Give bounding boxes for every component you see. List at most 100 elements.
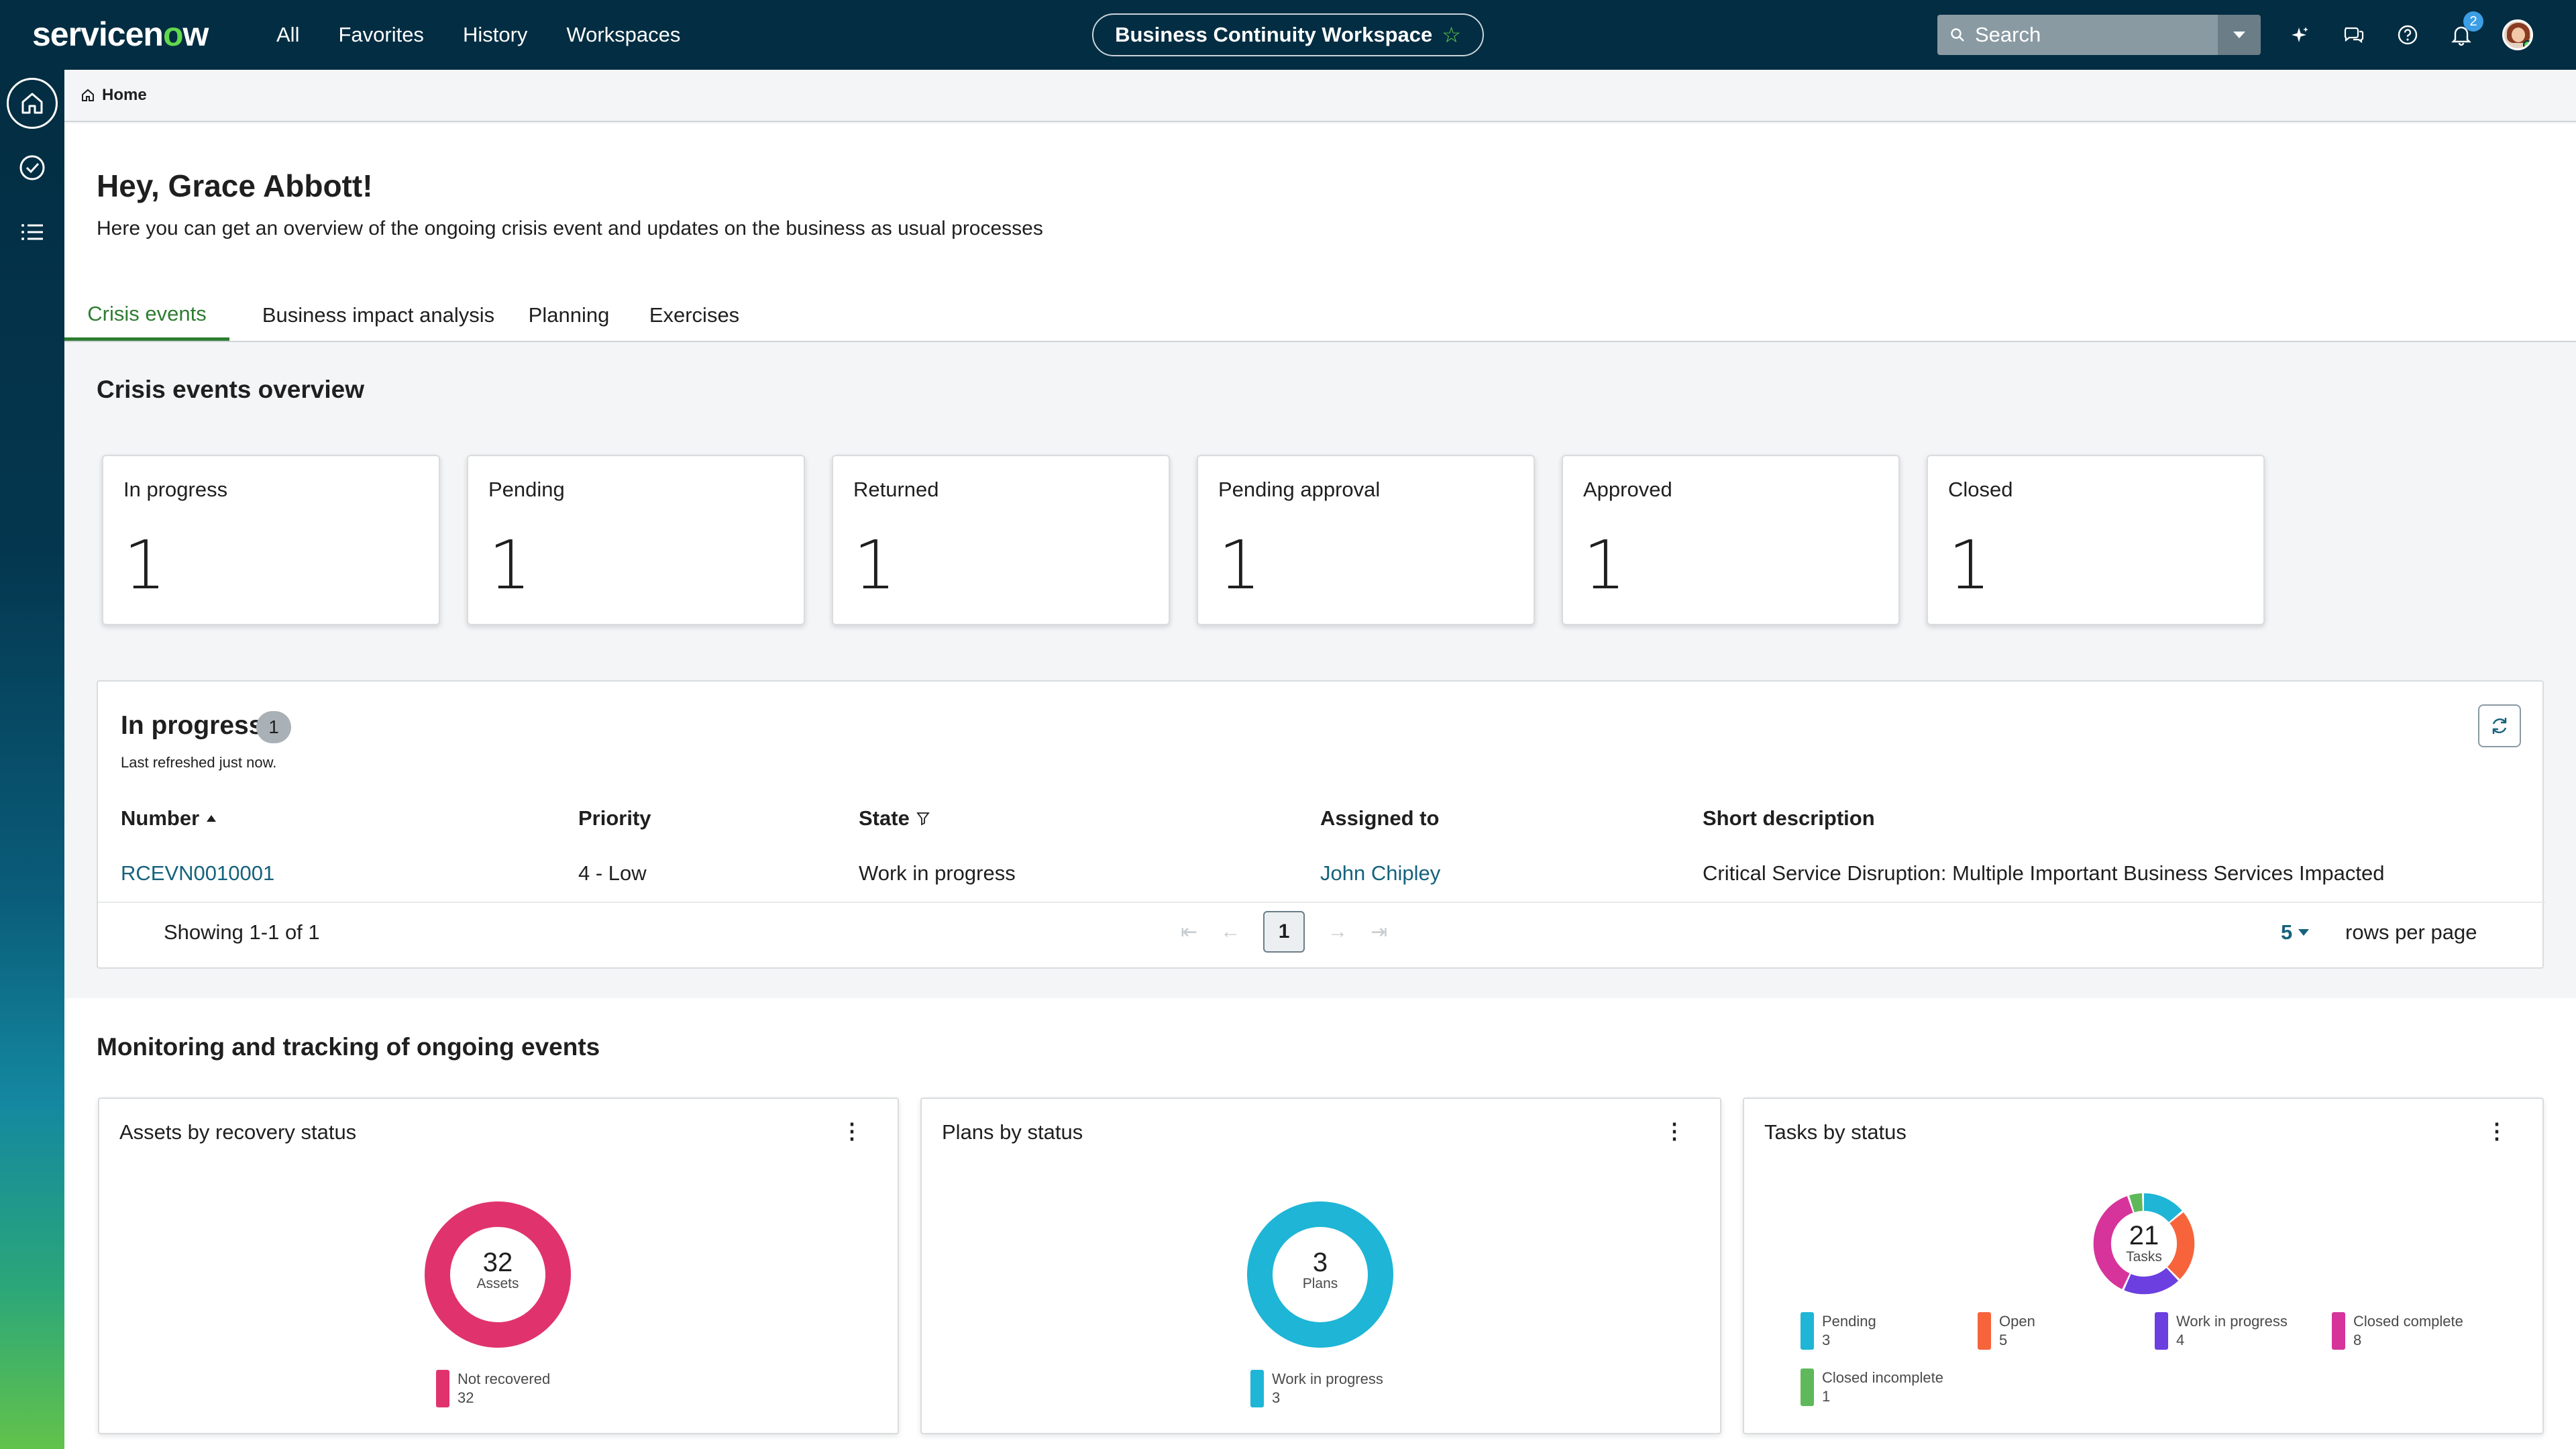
search-input[interactable]: Search bbox=[1937, 15, 2218, 55]
column-header-assigned-to[interactable]: Assigned to bbox=[1320, 806, 1440, 830]
cell-short-description: Critical Service Disruption: Multiple Im… bbox=[1703, 861, 2385, 885]
nav-favorites[interactable]: Favorites bbox=[338, 23, 424, 46]
stat-card-in-progress[interactable]: In progress 1 bbox=[102, 455, 440, 625]
cell-state: Work in progress bbox=[859, 861, 1016, 885]
home-icon bbox=[82, 89, 94, 101]
legend-item-open[interactable]: Open 5 bbox=[1978, 1312, 2035, 1350]
page-header: Hey, Grace Abbott! Here you can get an o… bbox=[64, 123, 2576, 342]
stat-card-returned[interactable]: Returned 1 bbox=[832, 455, 1170, 625]
rail-list-button[interactable] bbox=[7, 207, 58, 258]
donut-center-label: 21 Tasks bbox=[2126, 1221, 2162, 1265]
tab-business-impact-analysis[interactable]: Business impact analysis bbox=[262, 303, 495, 327]
legend-swatch bbox=[1978, 1312, 1991, 1350]
tab-bar: Crisis events Business impact analysis P… bbox=[64, 290, 2576, 342]
stat-card-value: 1 bbox=[1218, 526, 1261, 604]
left-rail bbox=[0, 70, 64, 1449]
legend-swatch bbox=[436, 1370, 449, 1407]
widget-title: Plans by status bbox=[942, 1120, 1083, 1144]
rows-per-page-select[interactable]: 5 bbox=[2281, 920, 2310, 945]
notification-badge: 2 bbox=[2463, 11, 2483, 32]
column-header-priority[interactable]: Priority bbox=[578, 806, 651, 830]
stat-card-value: 1 bbox=[488, 526, 531, 604]
breadcrumb: Home bbox=[64, 70, 2576, 122]
monitoring-section-title: Monitoring and tracking of ongoing event… bbox=[97, 1033, 600, 1061]
notifications-bell-icon[interactable]: 2 bbox=[2449, 11, 2483, 48]
rail-home-button[interactable] bbox=[7, 78, 58, 129]
nav-all[interactable]: All bbox=[276, 23, 300, 46]
more-options-icon[interactable]: ⋮ bbox=[841, 1119, 863, 1143]
legend-item-closed-complete[interactable]: Closed complete 8 bbox=[2332, 1312, 2463, 1350]
donut-segment-work-in-progress[interactable] bbox=[1247, 1201, 1393, 1348]
tab-crisis-events[interactable]: Crisis events bbox=[64, 290, 229, 341]
donut-center-label: 3 Plans bbox=[1302, 1248, 1338, 1291]
check-circle-icon bbox=[19, 155, 45, 180]
stat-card-label: Pending approval bbox=[1218, 478, 1381, 501]
stat-card-label: Returned bbox=[853, 478, 939, 501]
donut-chart[interactable]: 21 Tasks bbox=[2093, 1193, 2195, 1295]
legend-item[interactable]: Not recovered 32 bbox=[436, 1370, 550, 1407]
top-navigation-bar: servicenow All Favorites History Workspa… bbox=[0, 0, 2576, 70]
more-options-icon[interactable]: ⋮ bbox=[1664, 1119, 1685, 1143]
legend-item-pending[interactable]: Pending 3 bbox=[1801, 1312, 1876, 1350]
now-assist-sparkle-icon[interactable] bbox=[2288, 22, 2313, 48]
legend-item-work-in-progress[interactable]: Work in progress 4 bbox=[2155, 1312, 2288, 1350]
refresh-button[interactable] bbox=[2478, 704, 2521, 747]
servicenow-logo[interactable]: servicenow bbox=[32, 15, 209, 53]
sort-ascending-icon bbox=[207, 815, 217, 822]
widget-tasks-by-status: Tasks by status ⋮ 21 Tasks Pending 3 Open… bbox=[1743, 1097, 2544, 1434]
legend-swatch bbox=[2332, 1312, 2345, 1350]
donut-segment-open[interactable] bbox=[2093, 1193, 2195, 1295]
cell-number-link[interactable]: RCEVN0010001 bbox=[121, 861, 275, 885]
stat-card-pending[interactable]: Pending 1 bbox=[467, 455, 805, 625]
user-avatar[interactable] bbox=[2502, 19, 2533, 50]
workspace-pill[interactable]: Business Continuity Workspace ☆ bbox=[1092, 13, 1484, 56]
star-icon[interactable]: ☆ bbox=[1442, 23, 1461, 47]
top-icons: 2 bbox=[2288, 0, 2533, 70]
more-options-icon[interactable]: ⋮ bbox=[2486, 1119, 2508, 1143]
list-count-badge: 1 bbox=[256, 711, 291, 743]
donut-chart[interactable]: 3 Plans bbox=[1246, 1201, 1394, 1348]
tab-exercises[interactable]: Exercises bbox=[649, 303, 740, 327]
donut-segment-not-recovered[interactable] bbox=[425, 1201, 571, 1348]
last-page-icon[interactable]: ⇥ bbox=[1371, 920, 1388, 943]
stat-card-value: 1 bbox=[853, 526, 896, 604]
column-header-number[interactable]: Number bbox=[121, 806, 217, 830]
search-scope-dropdown[interactable] bbox=[2218, 15, 2261, 55]
stat-card-label: Approved bbox=[1583, 478, 1672, 501]
donut-chart[interactable]: 32 Assets bbox=[424, 1201, 572, 1348]
column-header-short-description[interactable]: Short description bbox=[1703, 806, 1875, 830]
pagination-controls: ⇤ ← 1 → ⇥ bbox=[1181, 911, 1387, 953]
stat-card-label: Closed bbox=[1948, 478, 2013, 501]
widget-assets-by-recovery-status: Assets by recovery status ⋮ 32 Assets No… bbox=[98, 1097, 899, 1434]
rail-tasks-button[interactable] bbox=[7, 142, 58, 193]
current-page-button[interactable]: 1 bbox=[1263, 911, 1305, 953]
previous-page-icon[interactable]: ← bbox=[1220, 920, 1241, 943]
cell-assigned-to-link[interactable]: John Chipley bbox=[1320, 861, 1441, 885]
breadcrumb-home[interactable]: Home bbox=[102, 86, 147, 104]
overview-section-title: Crisis events overview bbox=[97, 376, 364, 403]
help-icon[interactable] bbox=[2395, 22, 2420, 48]
stat-card-closed[interactable]: Closed 1 bbox=[1927, 455, 2265, 625]
legend-item-closed-incomplete[interactable]: Closed incomplete 1 bbox=[1801, 1368, 1943, 1406]
first-page-icon[interactable]: ⇤ bbox=[1181, 920, 1198, 943]
donut-segment-pending[interactable] bbox=[2093, 1193, 2195, 1295]
row-divider bbox=[98, 902, 2545, 903]
search-placeholder: Search bbox=[1975, 23, 2041, 46]
donut-segment-closed-complete[interactable] bbox=[2093, 1193, 2195, 1295]
legend-swatch bbox=[1250, 1370, 1264, 1407]
in-progress-list: In progress 1 Last refreshed just now. N… bbox=[97, 680, 2545, 969]
legend-item[interactable]: Work in progress 3 bbox=[1250, 1370, 1383, 1407]
column-header-state[interactable]: State bbox=[859, 806, 930, 830]
tab-planning[interactable]: Planning bbox=[528, 303, 610, 327]
nav-history[interactable]: History bbox=[462, 23, 528, 46]
page-title: Hey, Grace Abbott! bbox=[97, 168, 373, 203]
stat-card-approved[interactable]: Approved 1 bbox=[1562, 455, 1900, 625]
stat-card-pending-approval[interactable]: Pending approval 1 bbox=[1197, 455, 1535, 625]
online-status-dot bbox=[2523, 40, 2531, 48]
legend-swatch bbox=[2155, 1312, 2168, 1350]
next-page-icon[interactable]: → bbox=[1328, 920, 1348, 943]
widget-title: Tasks by status bbox=[1764, 1120, 1907, 1144]
nav-workspaces[interactable]: Workspaces bbox=[566, 23, 681, 46]
chat-icon[interactable] bbox=[2341, 22, 2367, 48]
donut-segment-work-in-progress[interactable] bbox=[2093, 1193, 2195, 1295]
